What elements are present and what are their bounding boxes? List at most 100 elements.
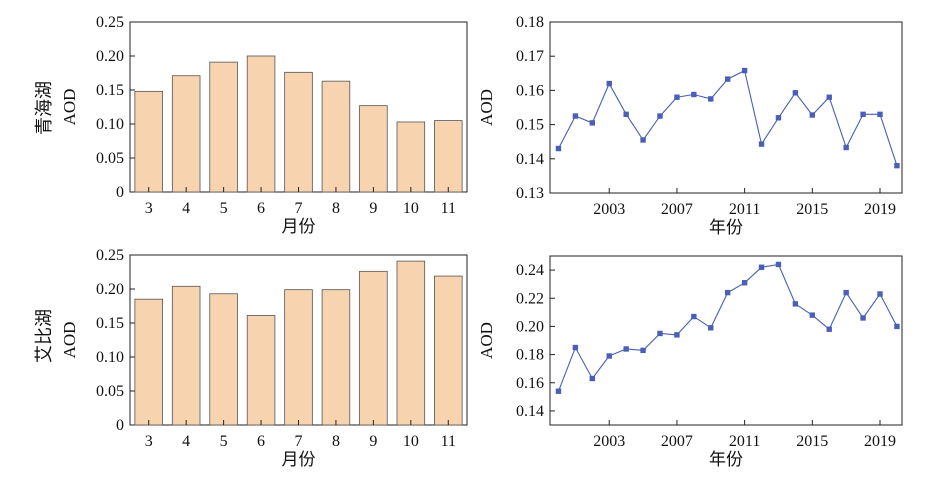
bar [396, 121, 426, 193]
bar [434, 120, 463, 193]
data-point [741, 280, 748, 286]
x-tick-label: 11 [441, 200, 456, 217]
bar [209, 61, 238, 193]
bar [284, 71, 313, 193]
x-tick-label: 5 [220, 433, 228, 450]
y-axis-label: AOD [477, 322, 496, 359]
data-point [758, 141, 765, 147]
x-tick-label: 2019 [864, 433, 896, 450]
x-tick-label: 2011 [729, 433, 760, 450]
bar [396, 260, 426, 426]
data-point [572, 113, 579, 119]
data-point [640, 137, 646, 143]
data-point [877, 111, 883, 118]
data-point [724, 289, 731, 296]
x-tick-label: 2003 [593, 201, 625, 218]
x-tick-label: 2011 [729, 201, 760, 218]
y-tick-label: 0.18 [516, 347, 544, 364]
y-tick-label: 0.20 [96, 281, 124, 298]
data-point [792, 301, 799, 307]
data-point [640, 347, 646, 354]
data-point [894, 162, 900, 169]
x-axis-label: 年份 [709, 450, 743, 469]
x-tick-label: 9 [369, 433, 377, 450]
data-point [657, 113, 663, 119]
bar [321, 289, 351, 426]
x-tick-label: 6 [257, 200, 265, 217]
y-tick-label: 0.05 [96, 383, 124, 400]
y-tick-label: 0.22 [516, 290, 544, 307]
panel-ebinur-yearly: 0.14 0.16 0.18 0.20 0.22 0.24 AOD 年份 2003 2007 201… [477, 255, 903, 469]
x-axis-label: 年份 [709, 218, 743, 237]
bar [171, 285, 201, 426]
data-point [758, 264, 765, 270]
y-tick-label: 0.10 [96, 349, 124, 366]
data-point [826, 94, 832, 100]
panel-qinghai-yearly: 0.13 0.14 0.15 0.16 0.17 0.18 AOD 年份 2003 2007 201… [477, 14, 903, 237]
y-tick-label: 0.25 [96, 14, 124, 31]
x-axis-label: 月份 [282, 217, 316, 236]
x-tick-label: 2015 [796, 433, 828, 450]
panel-ebinur-monthly: 0 0.05 0.10 0.15 0.20 0.25 AOD 月份 3 4 5 6 7 8 9 10 11 [60, 247, 468, 469]
y-tick-label: 0.17 [516, 48, 544, 65]
data-point [894, 323, 900, 330]
plot-frame [549, 21, 903, 194]
y-axis-label: AOD [60, 322, 79, 359]
y-axis-label: AOD [477, 89, 496, 126]
bar [359, 105, 388, 193]
y-tick-label: 0.16 [516, 82, 544, 99]
y-tick-label: 0.14 [516, 151, 544, 168]
y-tick-label: 0.05 [96, 150, 124, 167]
data-point [589, 120, 596, 126]
data-point [775, 261, 782, 268]
panel-qinghai-monthly: 0 0.05 0.10 0.15 0.20 0.25 AOD 月份 3 4 5 6 7 8 9 10 11 [60, 14, 468, 236]
x-tick-label: 3 [145, 200, 153, 217]
series-line [557, 263, 898, 392]
data-point [674, 332, 680, 338]
y-tick-label: 0 [116, 417, 124, 434]
data-point [860, 315, 866, 321]
x-axis-label: 月份 [282, 450, 316, 469]
data-point [826, 326, 832, 332]
row-label-qinghai: 青海湖 [34, 81, 55, 135]
y-tick-label: 0.15 [96, 315, 124, 332]
x-tick-label: 8 [332, 433, 340, 450]
data-point [708, 96, 714, 102]
y-tick-label: 0.24 [516, 262, 544, 279]
y-tick-label: 0.15 [96, 82, 124, 99]
data-point [724, 76, 731, 82]
x-tick-label: 4 [182, 433, 190, 450]
bar [246, 315, 276, 426]
bar [134, 90, 163, 193]
data-point [572, 344, 579, 351]
plot-frame [549, 255, 903, 426]
bar [359, 270, 388, 426]
data-point [792, 90, 799, 96]
data-point [589, 375, 596, 382]
bar [284, 289, 313, 426]
data-point [657, 330, 663, 337]
y-tick-label: 0.13 [516, 185, 544, 202]
data-point [555, 145, 562, 152]
x-tick-label: 10 [403, 433, 419, 450]
bar [134, 298, 163, 426]
bar [434, 275, 463, 426]
data-point [691, 91, 697, 98]
row-label-ebinur: 艾比湖 [34, 309, 55, 363]
data-point [606, 353, 612, 359]
data-point [555, 388, 562, 394]
x-tick-label: 5 [220, 200, 228, 217]
data-point [843, 289, 849, 296]
data-point [809, 112, 816, 118]
y-tick-label: 0.18 [516, 14, 544, 31]
y-axis-label: AOD [60, 89, 79, 126]
x-tick-label: 11 [441, 433, 456, 450]
y-tick-label: 0.15 [516, 117, 544, 134]
data-point [809, 312, 816, 318]
bar [246, 55, 276, 193]
data-point [860, 111, 866, 118]
x-tick-label: 2007 [661, 433, 693, 450]
y-tick-label: 0.14 [516, 403, 544, 420]
y-tick-label: 0.20 [96, 48, 124, 65]
x-tick-label: 7 [295, 200, 303, 217]
